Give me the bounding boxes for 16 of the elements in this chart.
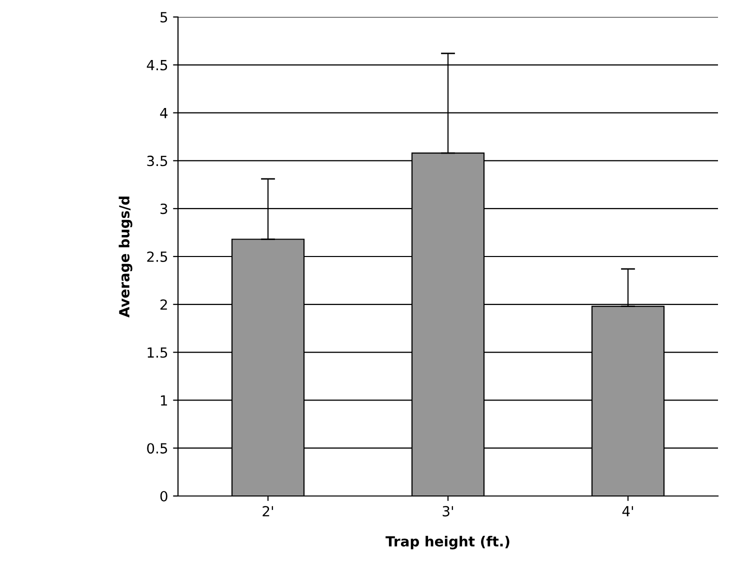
y-tick-label: 3: [160, 204, 168, 214]
y-tick-label: 3.5: [147, 156, 168, 166]
x-tick-label: 2': [262, 506, 273, 516]
y-tick-label: 4.5: [146, 60, 168, 70]
y-tick-label: 4: [160, 108, 168, 118]
x-axis-title: Trap height (ft.): [386, 536, 510, 550]
y-tick-label: 1.5: [148, 347, 168, 358]
y-tick-label: 0: [160, 490, 168, 502]
y-tick-label: 2.5: [147, 251, 168, 262]
y-tick-label: 5: [160, 12, 168, 22]
x-tick-label: 3': [442, 506, 453, 516]
y-tick-label: 0.5: [147, 443, 168, 454]
x-tick-label: 4': [622, 506, 633, 516]
y-tick-label: 1: [160, 395, 167, 406]
y-axis-title: Average bugs/d: [118, 196, 132, 318]
y-tick-label: 2: [160, 299, 167, 310]
